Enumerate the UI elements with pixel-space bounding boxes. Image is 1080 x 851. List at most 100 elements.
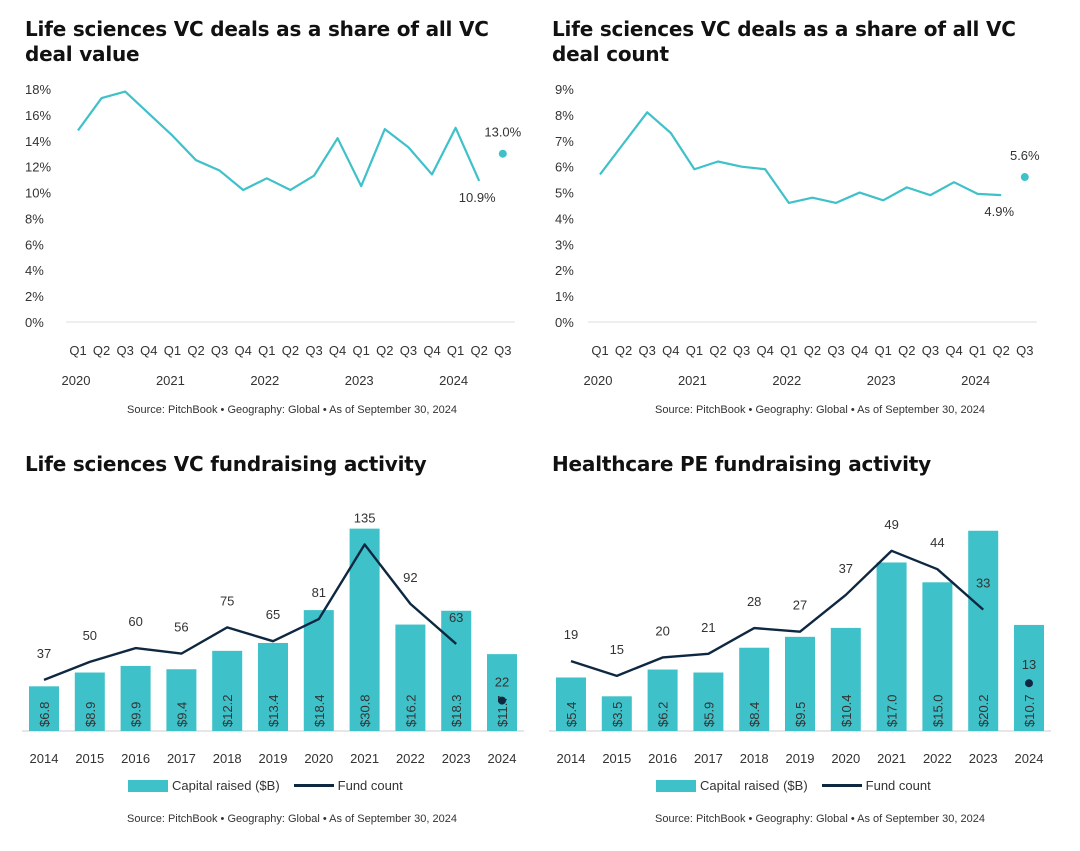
fund-count-line bbox=[43, 543, 457, 681]
x-tick-quarter: Q2 bbox=[804, 343, 821, 358]
y-tick-label: 12% bbox=[25, 160, 51, 175]
capital-bar bbox=[968, 530, 999, 731]
x-tick-quarter: Q4 bbox=[851, 343, 868, 358]
x-tick-year: 2014 bbox=[30, 751, 59, 766]
y-tick-label: 16% bbox=[25, 108, 51, 123]
x-tick-year: 2021 bbox=[156, 373, 185, 388]
x-tick-year: 2016 bbox=[648, 751, 677, 766]
chart-title-deal-value: Life sciences VC deals as a share of all… bbox=[25, 17, 489, 66]
bar-value-label: $13.4 bbox=[266, 694, 281, 727]
chart-title-deal-count: Life sciences VC deals as a share of all… bbox=[552, 17, 1016, 66]
x-tick-quarter: Q2 bbox=[898, 343, 915, 358]
y-tick-label: 4% bbox=[25, 263, 44, 278]
x-tick-year: 2020 bbox=[304, 751, 333, 766]
deal-value-line-chart: 0% 2% 4% 6% 8% 10% 12% 14% 16% 18% Q1 Q2 Q3 Q4 Q1 Q2 Q3 Q… bbox=[25, 82, 522, 388]
x-tick-year: 2022 bbox=[772, 373, 801, 388]
x-tick-year: 2016 bbox=[121, 751, 150, 766]
fund-count-label: 56 bbox=[174, 620, 188, 635]
capital-bar bbox=[29, 686, 59, 731]
fund-count-label: 13 bbox=[1022, 657, 1036, 672]
data-label: 4.9% bbox=[984, 204, 1014, 219]
bar-value-label: $10.4 bbox=[839, 694, 854, 727]
x-tick-year: 2019 bbox=[786, 751, 815, 766]
x-tick-quarter: Q2 bbox=[376, 343, 393, 358]
capital-bar bbox=[395, 624, 426, 731]
bar-value-label: $18.3 bbox=[449, 694, 464, 727]
legend-bar-swatch bbox=[128, 779, 168, 792]
fund-count-label: 135 bbox=[354, 510, 376, 525]
x-tick-quarter: Q3 bbox=[400, 343, 417, 358]
capital-bar bbox=[1014, 624, 1044, 731]
x-tick-year: 2018 bbox=[213, 751, 242, 766]
capital-bar bbox=[487, 654, 517, 731]
fund-count-label: 63 bbox=[449, 610, 463, 625]
x-tick-year: 2021 bbox=[877, 751, 906, 766]
x-tick-year: 2019 bbox=[259, 751, 288, 766]
y-tick-label: 8% bbox=[555, 108, 574, 123]
x-tick-quarter: Q2 bbox=[93, 343, 110, 358]
x-tick-year: 2020 bbox=[831, 751, 860, 766]
vc-fundraising-chart: $6.8 $8.9 $9.9 $9.4 $12.2 $13.4 $18.4 $30.8 $16.… bbox=[22, 510, 524, 766]
x-tick-quarter: Q3 bbox=[305, 343, 322, 358]
x-tick-year: 2023 bbox=[969, 751, 998, 766]
bar-value-label: $30.8 bbox=[358, 694, 373, 727]
x-tick-quarter: Q2 bbox=[615, 343, 632, 358]
fund-count-label: 27 bbox=[793, 598, 807, 613]
bar-value-label: $5.4 bbox=[564, 702, 579, 727]
fund-count-label: 81 bbox=[312, 585, 326, 600]
x-tick-quarter: Q4 bbox=[662, 343, 679, 358]
x-tick-year: 2017 bbox=[694, 751, 723, 766]
x-tick-year: 2015 bbox=[75, 751, 104, 766]
x-tick-year: 2024 bbox=[439, 373, 468, 388]
capital-bar bbox=[441, 610, 472, 731]
x-tick-year: 2024 bbox=[1015, 751, 1044, 766]
x-tick-quarter: Q1 bbox=[69, 343, 86, 358]
legend-line-label: Fund count bbox=[865, 778, 931, 793]
latest-point-marker bbox=[1020, 173, 1029, 182]
x-tick-quarter: Q3 bbox=[211, 343, 228, 358]
y-tick-label: 10% bbox=[25, 186, 51, 201]
x-tick-year: 2020 bbox=[62, 373, 91, 388]
bar-value-label: $18.4 bbox=[312, 694, 327, 727]
capital-bar bbox=[876, 562, 907, 731]
x-tick-quarter: Q1 bbox=[875, 343, 892, 358]
legend-bar-swatch bbox=[656, 779, 696, 792]
y-tick-label: 4% bbox=[555, 211, 574, 226]
x-tick-quarter: Q3 bbox=[494, 343, 511, 358]
bar-value-label: $9.4 bbox=[174, 702, 189, 727]
y-tick-label: 3% bbox=[555, 237, 574, 252]
x-tick-quarter: Q3 bbox=[827, 343, 844, 358]
x-tick-year: 2018 bbox=[740, 751, 769, 766]
legend-line-label: Fund count bbox=[337, 778, 403, 793]
fund-count-label: 92 bbox=[403, 570, 417, 585]
fund-count-label: 44 bbox=[930, 535, 944, 550]
legend-bar-label: Capital raised ($B) bbox=[172, 778, 280, 793]
y-tick-label: 6% bbox=[25, 237, 44, 252]
series-line bbox=[599, 111, 1002, 205]
x-tick-quarter: Q1 bbox=[258, 343, 275, 358]
bar-value-label: $15.0 bbox=[930, 694, 945, 727]
y-tick-label: 0% bbox=[25, 315, 44, 330]
x-tick-quarter: Q3 bbox=[922, 343, 939, 358]
x-tick-year: 2023 bbox=[867, 373, 896, 388]
fund-count-line bbox=[570, 549, 984, 678]
x-tick-quarter: Q3 bbox=[639, 343, 656, 358]
y-tick-label: 8% bbox=[25, 211, 44, 226]
y-tick-label: 1% bbox=[555, 289, 574, 304]
bar-value-label: $9.5 bbox=[793, 702, 808, 727]
x-tick-quarter: Q4 bbox=[140, 343, 157, 358]
x-tick-quarter: Q2 bbox=[709, 343, 726, 358]
data-label: 10.9% bbox=[459, 190, 496, 205]
y-tick-label: 14% bbox=[25, 134, 51, 149]
x-tick-year: 2021 bbox=[678, 373, 707, 388]
x-tick-quarter: Q1 bbox=[686, 343, 703, 358]
fund-count-label: 28 bbox=[747, 594, 761, 609]
x-tick-quarter: Q4 bbox=[329, 343, 346, 358]
fund-count-label: 65 bbox=[266, 607, 280, 622]
source-note-3: Source: PitchBook • Geography: Global • … bbox=[127, 813, 457, 825]
capital-bar bbox=[556, 677, 586, 731]
fund-count-label: 37 bbox=[37, 646, 51, 661]
y-tick-label: 9% bbox=[555, 82, 574, 97]
capital-bar bbox=[120, 665, 151, 731]
x-tick-year: 2015 bbox=[602, 751, 631, 766]
